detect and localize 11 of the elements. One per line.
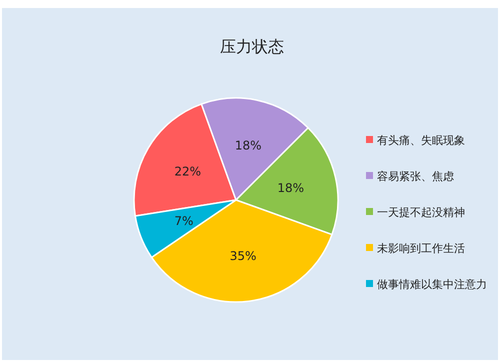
legend-label: 有头痛、失眠现象 — [377, 134, 465, 147]
data-label: 35% — [230, 248, 256, 263]
data-label: 18% — [234, 138, 262, 152]
data-label: 18% — [277, 180, 304, 195]
legend-label: 容易紧张、焦虑 — [377, 170, 454, 183]
data-label: 7% — [174, 214, 194, 228]
legend-label: 一天提不起没精神 — [377, 206, 465, 219]
data-label: 22% — [174, 164, 202, 179]
legend-label: 未影响到工作生活 — [377, 242, 465, 255]
chart-title: 压力状态 — [220, 37, 284, 56]
legend-label: 做事情难以集中注意力 — [377, 278, 487, 291]
